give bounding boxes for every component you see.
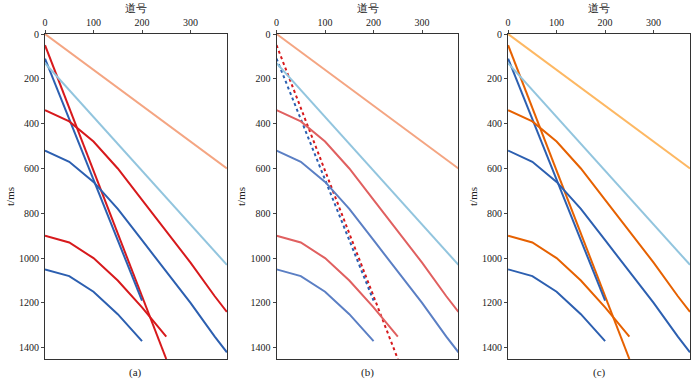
svg-text:800: 800 bbox=[256, 208, 271, 219]
svg-text:(a): (a) bbox=[129, 366, 142, 379]
svg-text:(b): (b) bbox=[361, 366, 374, 379]
svg-text:1000: 1000 bbox=[251, 253, 271, 264]
svg-text:t/ms: t/ms bbox=[235, 187, 247, 206]
svg-text:300: 300 bbox=[415, 17, 430, 28]
svg-text:200: 200 bbox=[487, 73, 502, 84]
svg-text:0: 0 bbox=[497, 29, 502, 40]
svg-text:1200: 1200 bbox=[251, 297, 271, 308]
svg-text:400: 400 bbox=[487, 118, 502, 129]
svg-text:200: 200 bbox=[24, 73, 39, 84]
svg-text:t/ms: t/ms bbox=[4, 187, 16, 206]
svg-text:0: 0 bbox=[506, 17, 511, 28]
svg-text:0: 0 bbox=[274, 17, 279, 28]
svg-text:道号: 道号 bbox=[588, 2, 610, 14]
svg-text:800: 800 bbox=[24, 208, 39, 219]
svg-text:t/ms: t/ms bbox=[467, 187, 479, 206]
svg-text:800: 800 bbox=[487, 208, 502, 219]
svg-text:200: 200 bbox=[366, 17, 381, 28]
svg-text:400: 400 bbox=[256, 118, 271, 129]
svg-text:600: 600 bbox=[256, 163, 271, 174]
svg-text:400: 400 bbox=[24, 118, 39, 129]
svg-text:1400: 1400 bbox=[251, 342, 271, 353]
svg-text:道号: 道号 bbox=[125, 2, 147, 14]
svg-text:200: 200 bbox=[256, 73, 271, 84]
svg-text:200: 200 bbox=[598, 17, 613, 28]
svg-text:100: 100 bbox=[86, 17, 101, 28]
svg-text:600: 600 bbox=[24, 163, 39, 174]
svg-text:(c): (c) bbox=[593, 366, 606, 379]
svg-text:1200: 1200 bbox=[19, 297, 39, 308]
svg-text:0: 0 bbox=[34, 29, 39, 40]
svg-text:100: 100 bbox=[318, 17, 333, 28]
svg-text:0: 0 bbox=[43, 17, 48, 28]
svg-text:1200: 1200 bbox=[482, 297, 502, 308]
svg-text:1400: 1400 bbox=[19, 342, 39, 353]
svg-text:1400: 1400 bbox=[482, 342, 502, 353]
svg-text:1000: 1000 bbox=[482, 253, 502, 264]
svg-text:300: 300 bbox=[183, 17, 198, 28]
svg-text:1000: 1000 bbox=[19, 253, 39, 264]
svg-text:300: 300 bbox=[646, 17, 661, 28]
svg-text:200: 200 bbox=[135, 17, 150, 28]
svg-text:0: 0 bbox=[266, 29, 271, 40]
svg-text:道号: 道号 bbox=[357, 2, 379, 14]
svg-text:600: 600 bbox=[487, 163, 502, 174]
svg-text:100: 100 bbox=[549, 17, 564, 28]
